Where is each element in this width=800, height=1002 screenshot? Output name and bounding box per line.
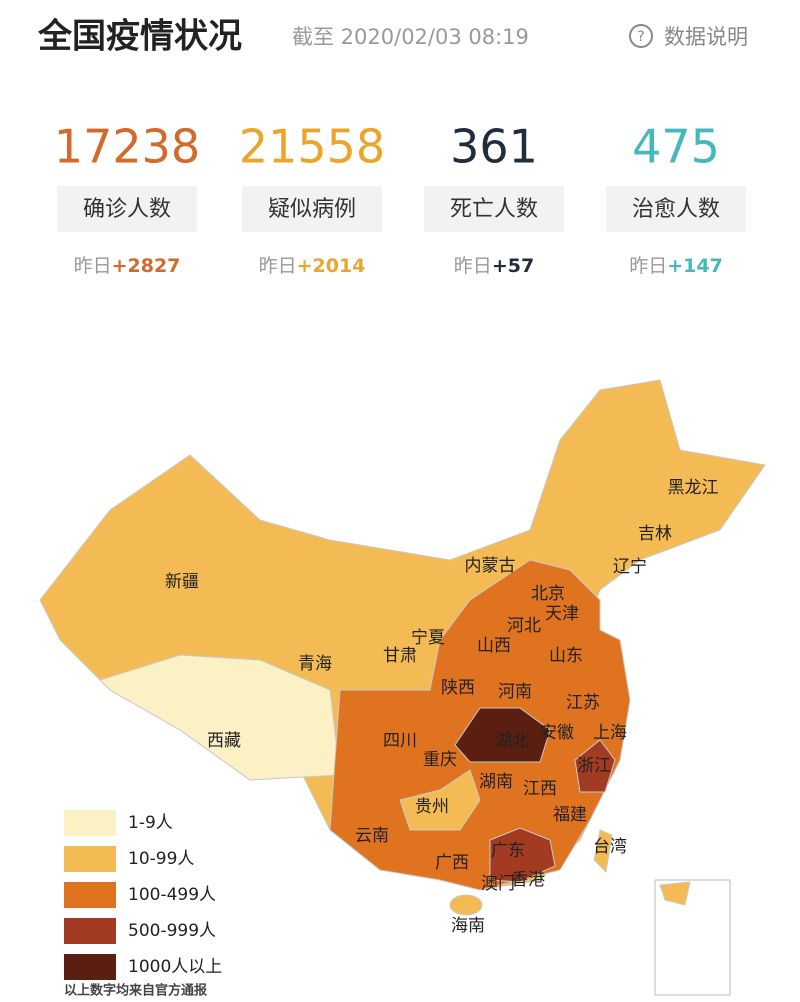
province-label: 安徽 [540,723,574,743]
province-label: 浙江 [577,756,611,776]
stat-label: 死亡人数 [450,197,538,222]
region [574,739,616,793]
stat-delta-row: 昨日+57 [454,255,534,277]
legend: 1-9人 10-99人 100-499人 500-999人 1000人以上 [64,810,222,980]
province-label: 海南 [451,916,485,936]
legend-label: 500-999人 [128,921,216,941]
province-label: 台湾 [593,837,627,857]
province-label: 四川 [383,731,417,751]
province-label: 辽宁 [613,557,647,577]
province-label: 青海 [298,654,332,674]
stat-label-bg [57,186,197,232]
title: 全国疫情状况 [37,17,242,57]
stat-prefix: 昨日 [629,255,667,277]
province-label: 山西 [477,636,511,656]
stat-label: 治愈人数 [632,197,720,222]
stat-delta: +57 [492,255,534,277]
inset [654,879,731,996]
province-label: 陕西 [441,678,475,698]
stat-label-bg [606,186,746,232]
stat-prefix: 昨日 [74,255,112,277]
stat-value: 17238 [54,120,200,174]
province-label: 山东 [549,646,583,666]
province-label: 江苏 [566,693,600,713]
province-label: 河北 [507,616,541,636]
stat-label-bg [242,186,382,232]
stat-label: 疑似病例 [268,197,356,222]
province-label: 宁夏 [411,628,445,648]
province-label: 甘肃 [383,646,417,666]
stat-prefix: 昨日 [259,255,297,277]
province-label: 西藏 [207,731,241,751]
province-label: 贵州 [415,797,449,817]
help-icon[interactable] [629,24,653,48]
legend-swatch [64,846,116,872]
province-label: 广东 [491,841,525,861]
stat-delta-row: 昨日+2014 [259,255,366,277]
province-label: 内蒙古 [465,556,516,576]
region [399,769,481,831]
province-label: 上海 [593,723,627,743]
province-label: 吉林 [638,524,672,544]
province-label: 湖北 [495,731,529,751]
province-label: 天津 [545,604,579,624]
region [489,827,556,883]
province-label: 河南 [498,682,532,702]
legend-swatch [64,882,116,908]
province-label: 湖南 [479,772,513,792]
region [593,829,613,874]
legend-label: 10-99人 [128,849,194,869]
legend-label: 1000人以上 [128,957,222,977]
region [449,894,483,916]
stat-label-bg [424,186,564,232]
province-label: 香港 [511,870,545,890]
province-label: 福建 [553,805,587,825]
legend-swatch [64,954,116,980]
timestamp: 截至 2020/02/03 08:19 [292,25,529,49]
province-label: 广西 [435,853,469,873]
province-label: 江西 [523,779,557,799]
stat-value: 21558 [239,120,385,174]
stat-delta: +2827 [112,255,181,277]
stat-delta-row: 昨日+147 [629,255,723,277]
stat-prefix: 昨日 [454,255,492,277]
region [454,707,551,763]
stats: 17238确诊人数昨日+282721558疑似病例昨日+2014361死亡人数昨… [54,120,746,277]
help-icon-glyph: ? [637,29,644,45]
legend-swatch [64,918,116,944]
province-label: 北京 [531,584,565,604]
stat-value: 475 [632,120,720,174]
legend-label: 100-499人 [128,885,216,905]
stat-delta: +2014 [297,255,366,277]
stat-value: 361 [450,120,538,174]
province-label: 新疆 [165,572,199,592]
map: 黑龙江吉林辽宁 内蒙古新疆北京天津河北山西山东 宁夏甘肃 青海陕西 河南江苏西藏 四川 湖北… [39,379,766,996]
province-label: 黑龙江 [668,478,719,498]
province-label: 重庆 [423,750,457,770]
stat-delta-row: 昨日+2827 [74,255,181,277]
region [659,881,691,906]
province-label: 澳门 [481,874,515,894]
legend-label: 1-9人 [128,813,173,833]
stat-label: 确诊人数 [83,197,171,222]
stat-delta: +147 [667,255,723,277]
province-label: 云南 [355,826,389,846]
legend-swatch [64,810,116,836]
footnote: 以上数字均来自官方通报 [64,983,208,999]
help-link[interactable]: 数据说明 [664,25,748,49]
